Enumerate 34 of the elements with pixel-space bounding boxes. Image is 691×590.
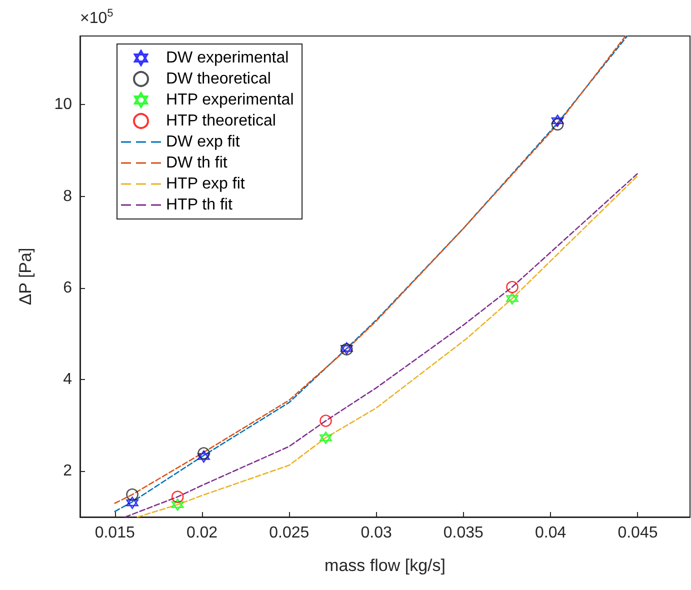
x-tick-label: 0.035 [443,524,484,542]
point [320,432,332,444]
y-axis-title: ΔP [Pa] [16,248,35,306]
legend-label: DW experimental [166,50,289,66]
y-tick-label: 8 [63,188,72,205]
point [198,447,210,460]
legend-label: DW exp fit [166,134,240,150]
point [171,490,184,503]
point [126,488,138,501]
x-tick-label: 0.045 [618,524,658,542]
y-tick-label: 2 [63,462,72,480]
x-tick-label: 0.025 [269,524,310,542]
legend-label: HTP exp fit [166,176,246,192]
legend-label: HTP experimental [166,92,294,108]
point [320,414,332,427]
legend-label: HTP th fit [166,196,233,214]
point [506,292,518,305]
x-tick-label: 0.03 [360,524,392,542]
legend-label: DW theoretical [166,70,271,88]
x-tick-label: 0.04 [535,524,566,542]
legend-label: HTP theoretical [166,112,276,130]
legend-label: DW th fit [166,154,228,172]
point [198,450,210,463]
point [171,498,184,511]
x-axis-title: mass flow [kg/s] [324,556,446,575]
y-tick-label: 4 [63,371,72,388]
x-tick-label: 0.02 [186,524,218,542]
y-tick-label: 10 [54,96,72,114]
point [506,280,518,294]
y-tick-label: 6 [63,279,72,296]
point [551,114,564,127]
point [551,118,564,131]
x-tick-label: 0.015 [94,524,135,542]
point [126,496,138,509]
